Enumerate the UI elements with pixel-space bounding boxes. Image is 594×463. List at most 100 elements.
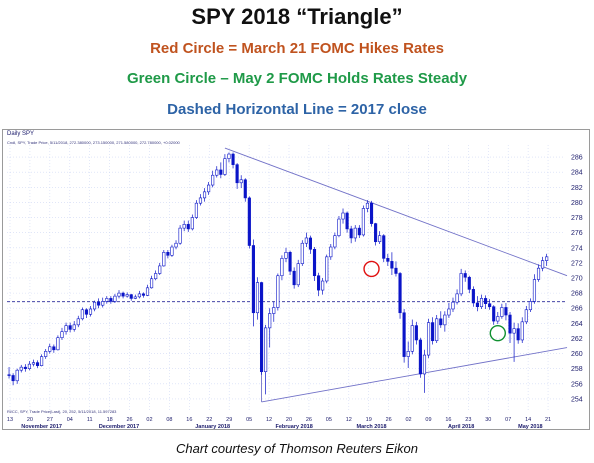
dashed-line-legend: Dashed Horizontal Line = 2017 close	[167, 101, 427, 118]
candle-body	[532, 279, 537, 302]
candle-body	[541, 260, 545, 269]
candle-body	[365, 202, 370, 209]
candle-body	[121, 292, 125, 297]
month-label: May 2018	[518, 424, 542, 429]
candle-body	[292, 270, 296, 286]
candle-body	[512, 328, 516, 334]
month-label: December 2017	[99, 424, 139, 429]
candle-body	[174, 242, 178, 248]
candle-body	[231, 153, 235, 165]
y-tick-label: 276	[571, 230, 583, 237]
candle-body	[186, 224, 190, 230]
candle-body	[60, 331, 64, 338]
candle-body	[158, 265, 162, 274]
candle-body	[170, 246, 174, 256]
x-tick-label: 02	[405, 417, 411, 423]
candle-body	[7, 374, 11, 376]
candle-body	[109, 298, 113, 302]
footer-info: Rl/CC, SPY, Trade Price(Last), 20, 252, …	[7, 409, 117, 414]
candle-body	[178, 227, 182, 244]
green-circle-legend: Green Circle – May 2 FOMC Holds Rates St…	[126, 70, 468, 87]
x-tick-label: 08	[166, 417, 172, 423]
candle-body	[288, 252, 292, 272]
candle-body	[386, 258, 390, 262]
series-info: Cndl, SPY, Trade Price, 5/11/2018, 272.3…	[7, 140, 180, 145]
y-tick-label: 270	[571, 276, 583, 283]
x-tick-label: 20	[27, 417, 33, 423]
candle-body	[182, 224, 186, 229]
candle-body	[353, 227, 357, 239]
x-tick-label: 19	[366, 417, 372, 423]
candle-body	[80, 309, 84, 320]
candle-body	[304, 237, 308, 244]
candle-body	[410, 325, 414, 352]
candle-body	[300, 242, 304, 264]
candle-body	[215, 169, 219, 176]
candle-body	[44, 351, 48, 357]
chart-credit: Chart courtesy of Thomson Reuters Eikon	[175, 441, 419, 456]
y-tick-label: 258	[571, 366, 583, 373]
candle-body	[516, 328, 520, 341]
x-tick-label: 02	[146, 417, 152, 423]
candle-body	[243, 179, 247, 199]
x-tick-label: 11	[87, 417, 93, 423]
month-label: February 2018	[275, 424, 312, 429]
x-tick-label: 13	[7, 417, 13, 423]
panel-label: Daily SPY	[7, 131, 35, 137]
candle-body	[125, 294, 129, 297]
candle-body	[76, 318, 80, 326]
candle-body	[443, 314, 447, 326]
candle-body	[325, 256, 329, 282]
candle-body	[520, 321, 524, 341]
month-label: March 2018	[357, 424, 387, 429]
candle-body	[492, 306, 496, 322]
x-tick-label: 20	[286, 417, 292, 423]
x-tick-label: 26	[126, 417, 132, 423]
candle-body	[15, 369, 19, 382]
y-tick-label: 274	[571, 245, 583, 252]
candle-body	[475, 302, 479, 308]
candle-body	[97, 301, 101, 306]
candle-body	[484, 298, 488, 304]
candle-body	[137, 293, 141, 298]
candle-body	[528, 301, 532, 311]
candle-body	[190, 217, 194, 230]
candle-body	[239, 179, 243, 184]
chart-title: SPY 2018 “Triangle”	[191, 4, 403, 29]
y-tick-label: 286	[571, 155, 583, 162]
candle-body	[52, 346, 56, 351]
candle-body	[394, 267, 398, 274]
candle-body	[93, 301, 97, 310]
candle-body	[426, 322, 431, 356]
candle-body	[101, 301, 105, 306]
candle-body	[500, 307, 504, 317]
y-tick-label: 284	[571, 170, 583, 177]
candle-body	[451, 301, 455, 310]
x-tick-label: 18	[107, 417, 113, 423]
candle-body	[284, 252, 288, 259]
candle-body	[268, 313, 272, 329]
candle-body	[329, 246, 333, 258]
x-tick-label: 26	[306, 417, 312, 423]
candle-body	[447, 308, 451, 316]
candle-body	[333, 235, 337, 248]
y-tick-label: 266	[571, 306, 583, 313]
candle-body	[422, 354, 427, 375]
candle-body	[88, 308, 93, 315]
candle-body	[536, 267, 541, 280]
candle-body	[414, 325, 418, 341]
x-tick-label: 05	[246, 417, 252, 423]
candle-body	[406, 351, 410, 357]
candle-body	[154, 273, 158, 280]
candle-body	[337, 218, 341, 236]
candle-body	[398, 273, 402, 314]
candle-body	[488, 303, 492, 308]
candle-body	[27, 363, 31, 369]
candle-body	[211, 174, 215, 186]
y-tick-label: 256	[571, 381, 583, 388]
x-tick-label: 29	[226, 417, 232, 423]
month-label: November 2017	[21, 424, 62, 429]
candle-body	[296, 263, 300, 286]
x-tick-label: 16	[445, 417, 451, 423]
candle-body	[56, 337, 60, 351]
